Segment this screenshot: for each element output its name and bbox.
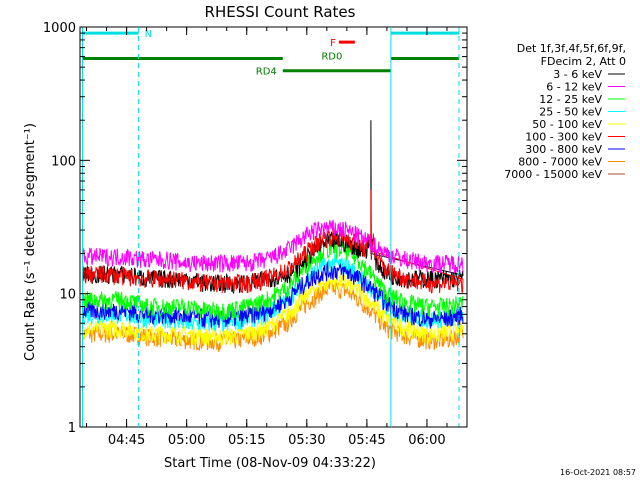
plot-frame xyxy=(79,26,468,428)
x-axis-label: Start Time (08-Nov-09 04:33:22) xyxy=(164,456,376,471)
legend-label: 12 - 25 keV xyxy=(539,93,602,106)
series-line-12-25kev xyxy=(82,238,464,322)
legend-label: 300 - 800 keV xyxy=(525,143,602,156)
legend: Det 1f,3f,4f,5f,6f,9f, FDecim 2, Att 0 3… xyxy=(504,42,626,181)
legend-label: 6 - 12 keV xyxy=(546,81,602,94)
legend-title-line-1: Det 1f,3f,4f,5f,6f,9f, xyxy=(517,42,626,55)
timestamp: 16-Oct-2021 08:57 xyxy=(560,468,636,477)
series-layer xyxy=(82,120,464,352)
series-line-50-100kev xyxy=(82,272,464,346)
series-line-25-50kev xyxy=(82,252,464,332)
y-tick-label: 10 xyxy=(59,288,76,303)
y-tick-label: 1000 xyxy=(43,21,76,36)
legend-title-line-2: FDecim 2, Att 0 xyxy=(541,55,626,68)
vertical-lines xyxy=(82,27,460,427)
state-label-f: F xyxy=(330,38,336,49)
x-tick-label: 06:00 xyxy=(408,433,445,448)
x-tick-label: 05:30 xyxy=(288,433,325,448)
legend-label: 50 - 100 keV xyxy=(532,118,602,131)
legend-label: 100 - 300 keV xyxy=(525,131,602,144)
state-bars: N RD4 RD0 F xyxy=(82,29,459,78)
series-line-100-300kev xyxy=(82,189,464,294)
series-line-3-6kev xyxy=(82,120,464,295)
legend-label: 7000 - 15000 keV xyxy=(504,168,602,181)
chart-title: RHESSI Count Rates xyxy=(205,3,356,21)
legend-label: 3 - 6 keV xyxy=(553,68,602,81)
x-tick-label: 05:15 xyxy=(228,433,265,448)
x-tick-label: 04:45 xyxy=(108,433,145,448)
y-axis-label: Count Rate (s⁻¹ detector segment⁻¹) xyxy=(23,123,38,361)
series-line-6-12kev xyxy=(82,219,464,274)
state-label-n: N xyxy=(145,29,152,40)
y-tick-label: 100 xyxy=(51,154,76,169)
legend-label: 800 - 7000 keV xyxy=(518,156,602,169)
state-label-rd4: RD4 xyxy=(256,67,277,78)
axes: 04:45 05:00 05:15 05:30 05:45 06:00 1 10 100 1000 xyxy=(43,21,468,448)
state-label-rd0: RD0 xyxy=(321,52,342,63)
x-tick-label: 05:45 xyxy=(348,433,385,448)
x-tick-label: 05:00 xyxy=(168,433,205,448)
legend-label: 25 - 50 keV xyxy=(539,106,602,119)
plot-area xyxy=(79,26,468,428)
y-tick-label: 1 xyxy=(68,421,76,436)
